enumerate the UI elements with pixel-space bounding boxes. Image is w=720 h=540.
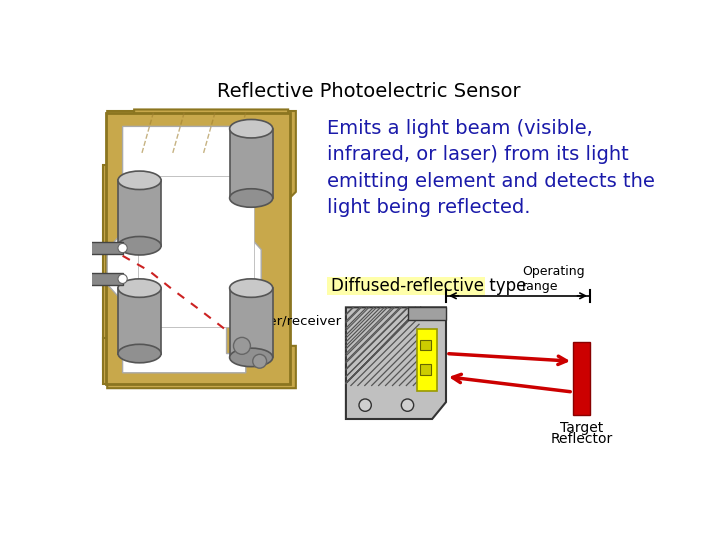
Bar <box>573 342 590 415</box>
Bar <box>84 242 122 254</box>
Circle shape <box>233 338 251 354</box>
Polygon shape <box>138 177 253 327</box>
Bar <box>118 288 161 354</box>
Ellipse shape <box>118 345 161 363</box>
Bar <box>327 276 485 295</box>
Text: Emitter/receiver: Emitter/receiver <box>234 315 342 328</box>
Text: Reflective Photoelectric Sensor: Reflective Photoelectric Sensor <box>217 82 521 101</box>
Text: Emits a light beam (visible,
infrared, or laser) from its light
emitting element: Emits a light beam (visible, infrared, o… <box>327 119 654 217</box>
Polygon shape <box>242 177 288 369</box>
Bar <box>230 288 273 357</box>
Bar <box>230 129 273 198</box>
Text: Reflector: Reflector <box>550 432 613 446</box>
Text: Target: Target <box>560 421 603 435</box>
Bar <box>84 273 122 285</box>
Polygon shape <box>106 112 290 384</box>
Circle shape <box>401 399 414 411</box>
Ellipse shape <box>230 348 273 367</box>
Bar <box>420 340 431 350</box>
Circle shape <box>253 354 266 368</box>
Polygon shape <box>134 110 288 184</box>
Polygon shape <box>346 307 446 419</box>
Circle shape <box>120 245 126 251</box>
Ellipse shape <box>118 237 161 255</box>
Polygon shape <box>104 165 150 369</box>
Ellipse shape <box>230 189 273 207</box>
Text: Diffused-reflective type: Diffused-reflective type <box>331 277 526 295</box>
Circle shape <box>118 244 127 253</box>
Circle shape <box>120 276 126 282</box>
Bar <box>92 103 315 411</box>
Text: Operating
range: Operating range <box>522 266 585 294</box>
Ellipse shape <box>118 171 161 190</box>
Ellipse shape <box>230 119 273 138</box>
Circle shape <box>359 399 372 411</box>
Ellipse shape <box>118 279 161 298</box>
Polygon shape <box>107 126 261 373</box>
Bar <box>408 307 446 320</box>
Polygon shape <box>104 338 288 384</box>
Ellipse shape <box>230 279 273 298</box>
Bar <box>118 180 161 246</box>
Polygon shape <box>107 111 296 388</box>
Circle shape <box>118 274 127 284</box>
Bar <box>417 329 437 390</box>
Bar <box>420 364 431 375</box>
